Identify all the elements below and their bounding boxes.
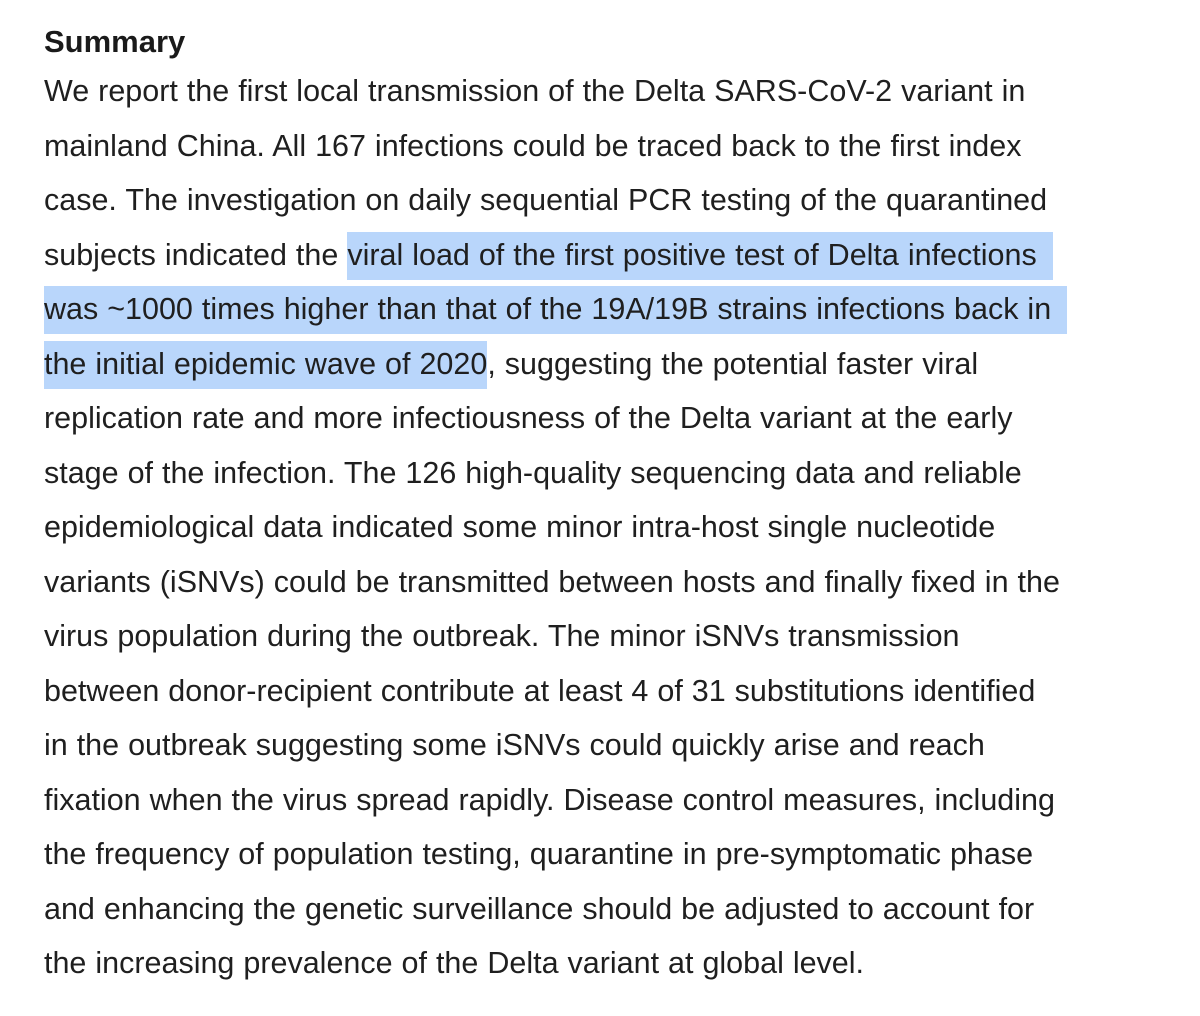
text-line: variants (iSNVs) could be transmitted be… <box>44 564 1060 599</box>
text-line: virus population during the outbreak. Th… <box>44 619 960 653</box>
text-line: epidemiological data indicated some mino… <box>44 510 996 544</box>
text-line: subjects indicated the viral load of the… <box>44 228 1174 283</box>
text-line: case. The investigation on daily sequent… <box>44 183 1048 217</box>
text-line: was ~1000 times higher than that of the … <box>44 282 1174 337</box>
summary-section: Summary We report the first local transm… <box>44 20 1174 991</box>
text-segment: , suggesting the potential faster viral <box>487 346 979 381</box>
text-line: in the outbreak suggesting some iSNVs co… <box>44 728 985 762</box>
selected-text[interactable]: the initial epidemic wave of 2020 <box>44 340 488 389</box>
summary-paragraph[interactable]: We report the first local transmission o… <box>44 64 1174 991</box>
text-line: the initial epidemic wave of 2020, sugge… <box>44 337 1174 392</box>
selected-text[interactable]: viral load of the first positive test of… <box>347 231 1053 280</box>
text-segment: subjects indicated the <box>44 237 348 272</box>
text-line: the frequency of population testing, qua… <box>44 837 1034 871</box>
text-line: the increasing prevalence of the Delta v… <box>44 946 865 980</box>
text-line: mainland China. All 167 infections could… <box>44 128 1022 163</box>
text-line: We report the first local transmission o… <box>44 74 1026 108</box>
text-line: and enhancing the genetic surveillance s… <box>44 891 1035 926</box>
text-line: fixation when the virus spread rapidly. … <box>44 782 1055 817</box>
text-line: stage of the infection. The 126 high-qua… <box>44 455 1022 490</box>
section-heading: Summary <box>44 24 186 59</box>
text-line: between donor-recipient contribute at le… <box>44 673 1036 708</box>
text-line: replication rate and more infectiousness… <box>44 401 1013 435</box>
selected-text[interactable]: was ~1000 times higher than that of the … <box>44 286 1068 334</box>
